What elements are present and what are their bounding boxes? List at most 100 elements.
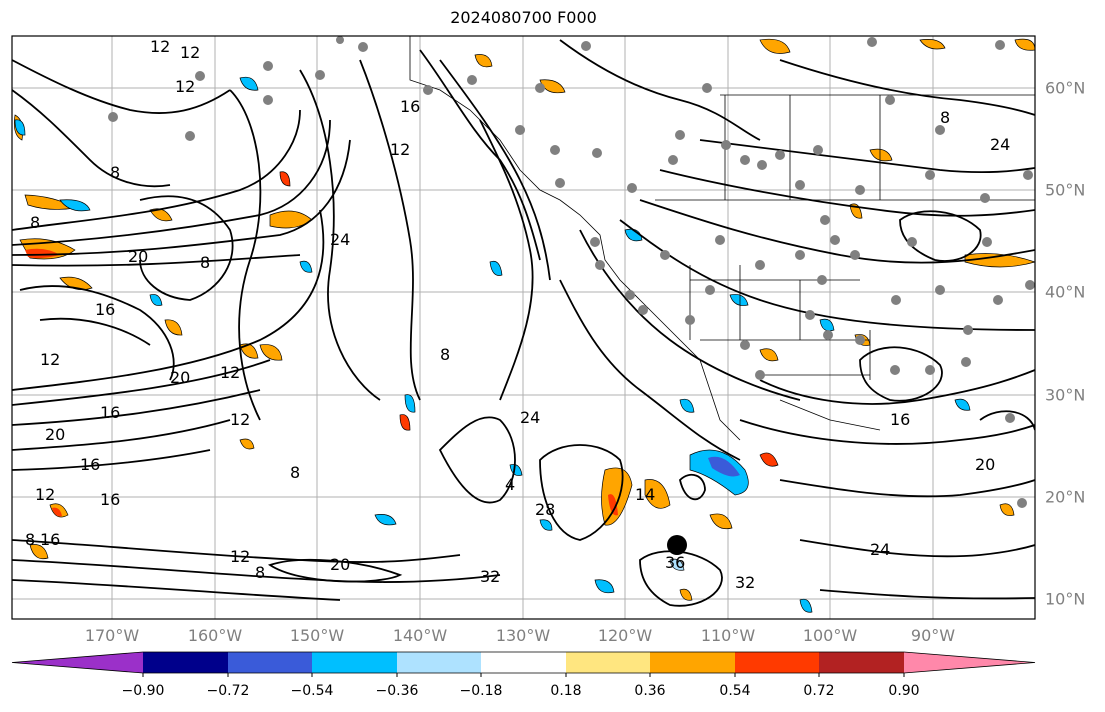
negative-patch: [954, 398, 971, 411]
contour-label: 16: [40, 530, 60, 549]
negative-patch: [404, 394, 416, 413]
contour-label: 36: [665, 553, 685, 572]
positive-patch: [644, 479, 671, 509]
colorbar-segment: [650, 652, 735, 673]
contour-label: 20: [128, 247, 148, 266]
contour-label: 24: [870, 540, 890, 559]
contour-label: 16: [100, 490, 120, 509]
negative-patch: [239, 76, 259, 91]
contour-label: 8: [30, 213, 40, 232]
colorbar-segment: [143, 652, 228, 673]
height-contours: [12, 39, 1035, 607]
contour-label: 16: [80, 455, 100, 474]
positive-patch: [999, 503, 1015, 516]
plot-frame: [11, 35, 1036, 620]
contour-label: 8: [255, 563, 265, 582]
positive-patch: [709, 513, 733, 530]
contour-label: 24: [990, 135, 1010, 154]
negative-patch: [669, 558, 685, 571]
contour-label: 20: [45, 425, 65, 444]
colorbar-segment: [735, 652, 819, 673]
lon-tick-label: 110°W: [700, 626, 756, 645]
colorbar-tick-label: −0.72: [206, 683, 250, 699]
contour-label: 4: [505, 475, 515, 494]
positive-patch: [164, 319, 183, 336]
negative-patch: [59, 199, 91, 212]
positive-patch: [25, 248, 60, 259]
contour-label: 12: [390, 140, 410, 159]
contour-label: 8: [290, 463, 300, 482]
positive-patch: [279, 171, 291, 187]
positive-patch: [869, 148, 893, 162]
negative-patch: [539, 519, 553, 531]
contour-label: 8: [25, 530, 35, 549]
negative-patch: [149, 294, 163, 306]
contour-label: 24: [520, 408, 540, 427]
colorbar-segment: [12, 652, 143, 673]
contour-label: 20: [975, 455, 995, 474]
lon-tick-label: 90°W: [910, 626, 956, 645]
colorbar-tick-label: 0.72: [803, 683, 835, 699]
contour-label: 8: [940, 108, 950, 127]
colorbar-tick-label: 0.90: [888, 683, 920, 699]
colorbar-tick-label: −0.18: [459, 683, 503, 699]
negative-patch: [819, 318, 835, 332]
lat-tick-label: 40°N: [1045, 282, 1086, 302]
negative-patch: [708, 456, 740, 477]
lon-tick-label: 130°W: [495, 626, 551, 645]
storm-center-marker: [667, 535, 687, 555]
contour-label: 20: [170, 368, 190, 387]
contour-label: 16: [890, 410, 910, 429]
positive-patch: [474, 54, 493, 68]
contour-label: 12: [175, 77, 195, 96]
colorbar-segment: [819, 652, 904, 673]
contour-label: 8: [110, 163, 120, 182]
colorbar-tick-label: 0.54: [719, 683, 751, 699]
colorbar-tick-label: 0.18: [550, 683, 582, 699]
negative-patch: [594, 579, 615, 594]
contour-label: 28: [535, 500, 555, 519]
lat-tick-label: 10°N: [1045, 589, 1086, 609]
negative-patch: [689, 449, 749, 496]
contour-label: 12: [150, 37, 170, 56]
contour-label: 8: [200, 253, 210, 272]
contour-label: 12: [230, 547, 250, 566]
lat-tick-label: 30°N: [1045, 385, 1086, 405]
lon-tick-label: 170°W: [84, 626, 140, 645]
contour-label: 32: [480, 567, 500, 586]
positive-patch: [29, 544, 49, 560]
contour-label: 12: [35, 485, 55, 504]
negative-patch: [799, 598, 813, 613]
negative-patch: [374, 514, 397, 526]
colorbar-tick-label: −0.90: [121, 683, 165, 699]
lon-tick-label: 160°W: [187, 626, 243, 645]
positive-patch: [759, 348, 779, 362]
contour-label: 14: [635, 485, 655, 504]
contour-label: 12: [40, 350, 60, 369]
lat-tick-label: 60°N: [1045, 78, 1086, 98]
positive-patch: [601, 467, 633, 526]
lon-tick-label: 120°W: [597, 626, 653, 645]
colorbar-tick-label: 0.36: [634, 683, 666, 699]
colorbar-segment: [481, 652, 566, 673]
positive-patch: [399, 414, 411, 431]
station-markers: [108, 36, 1035, 508]
negative-patch: [679, 398, 695, 413]
negative-patch: [489, 260, 503, 276]
negative-patch: [14, 119, 26, 136]
lat-tick-label: 20°N: [1045, 487, 1086, 507]
contour-label: 24: [330, 230, 350, 249]
lat-tick-label: 50°N: [1045, 180, 1086, 200]
colorbar-segment: [904, 652, 1035, 673]
positive-patch: [759, 38, 791, 54]
contour-label: 20: [330, 555, 350, 574]
map-title: 2024080700 F000: [450, 8, 597, 27]
colorbar-tick-label: −0.36: [375, 683, 419, 699]
contour-label: 12: [180, 43, 200, 62]
colorbar-segment: [397, 652, 481, 673]
lon-tick-label: 140°W: [392, 626, 448, 645]
negative-patch: [299, 260, 313, 273]
negative-patch: [729, 294, 749, 306]
positive-patch: [759, 452, 779, 467]
